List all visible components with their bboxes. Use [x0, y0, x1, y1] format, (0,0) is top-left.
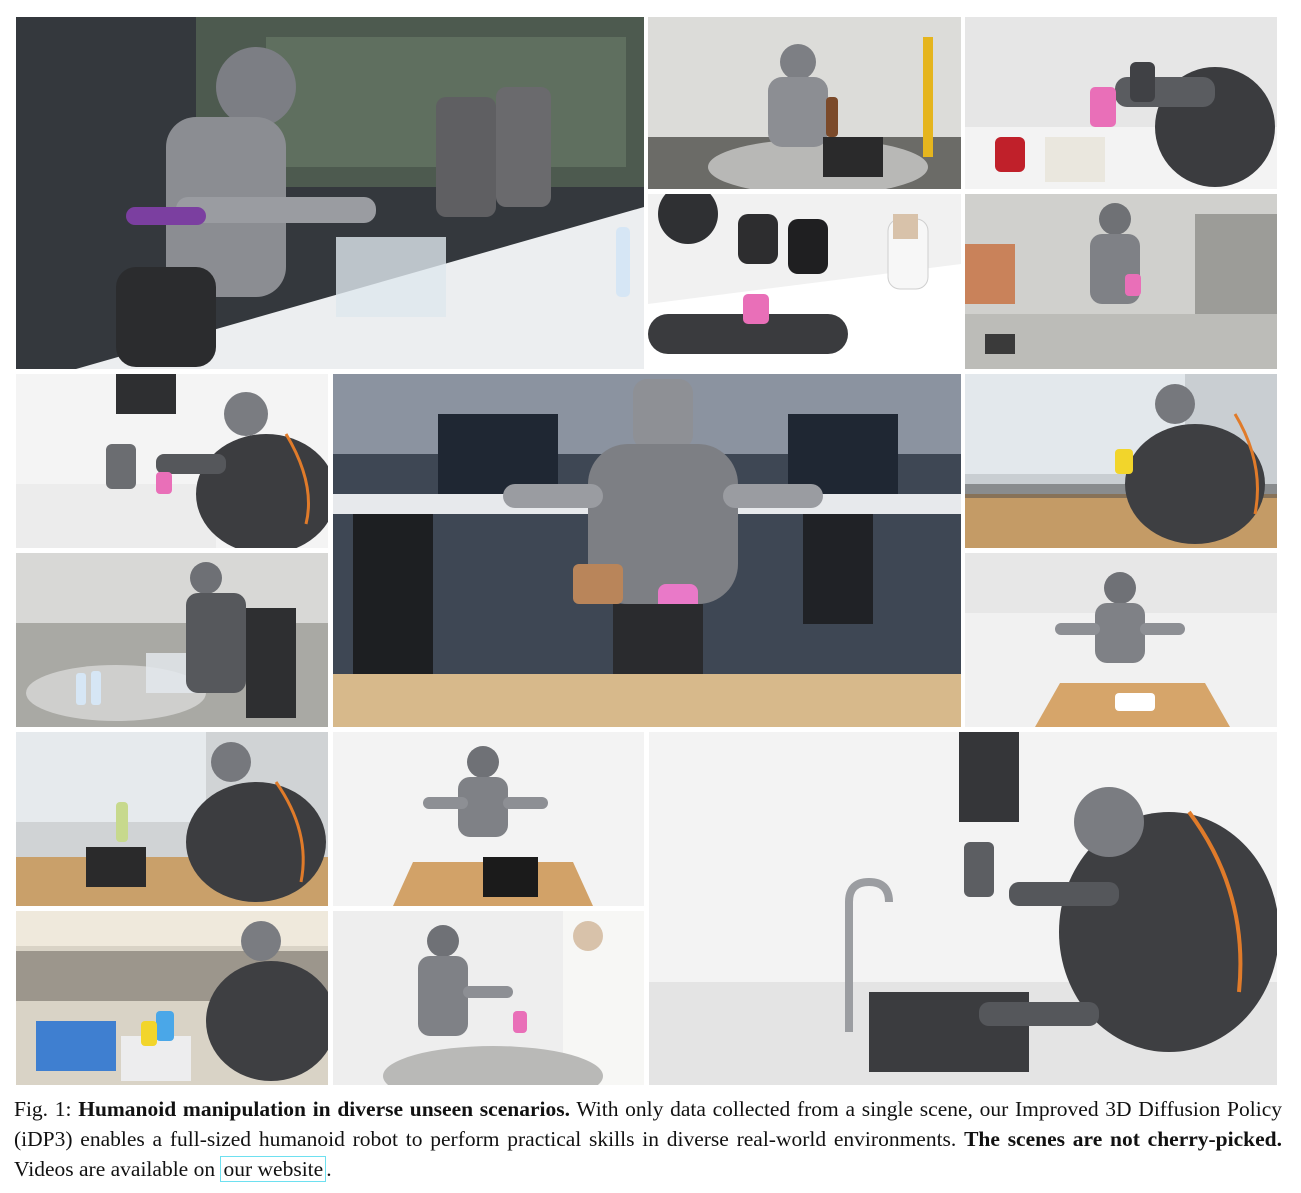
figure-caption: Fig. 1: Humanoid manipulation in diverse…: [14, 1094, 1282, 1184]
photo-computer-desk-center: [333, 374, 961, 727]
photo-window-yellow-cup: [965, 374, 1277, 548]
photo-granite-blue-cup: [16, 911, 328, 1085]
photo-round-table-bottles: [16, 553, 328, 727]
caption-text-videos: Videos are available on: [14, 1157, 216, 1181]
photo-kitchen-pink-cup: [965, 17, 1277, 189]
photo-kettle-counter: [16, 374, 328, 548]
photo-open-office-counter: [965, 194, 1277, 369]
figure-label: Fig. 1:: [14, 1097, 72, 1121]
photo-office-table-bottle: [16, 17, 644, 369]
photo-wood-table-towel: [965, 553, 1277, 727]
photo-basket-round-table: [648, 17, 961, 189]
photo-window-basket: [16, 732, 328, 906]
photo-kitchen-sink: [649, 732, 1277, 1085]
caption-bold-title: Humanoid manipulation in diverse unseen …: [78, 1097, 570, 1121]
caption-end: .: [326, 1157, 332, 1181]
caption-bold-note: The scenes are not cherry-picked.: [964, 1127, 1282, 1151]
photo-wood-table-basket: [333, 732, 644, 906]
photo-handover-pink-cup: [333, 911, 644, 1085]
website-link[interactable]: our website: [220, 1156, 327, 1182]
photo-meeting-people: [648, 194, 961, 369]
caption-text: With only data collected from a single s…: [14, 1097, 1282, 1151]
